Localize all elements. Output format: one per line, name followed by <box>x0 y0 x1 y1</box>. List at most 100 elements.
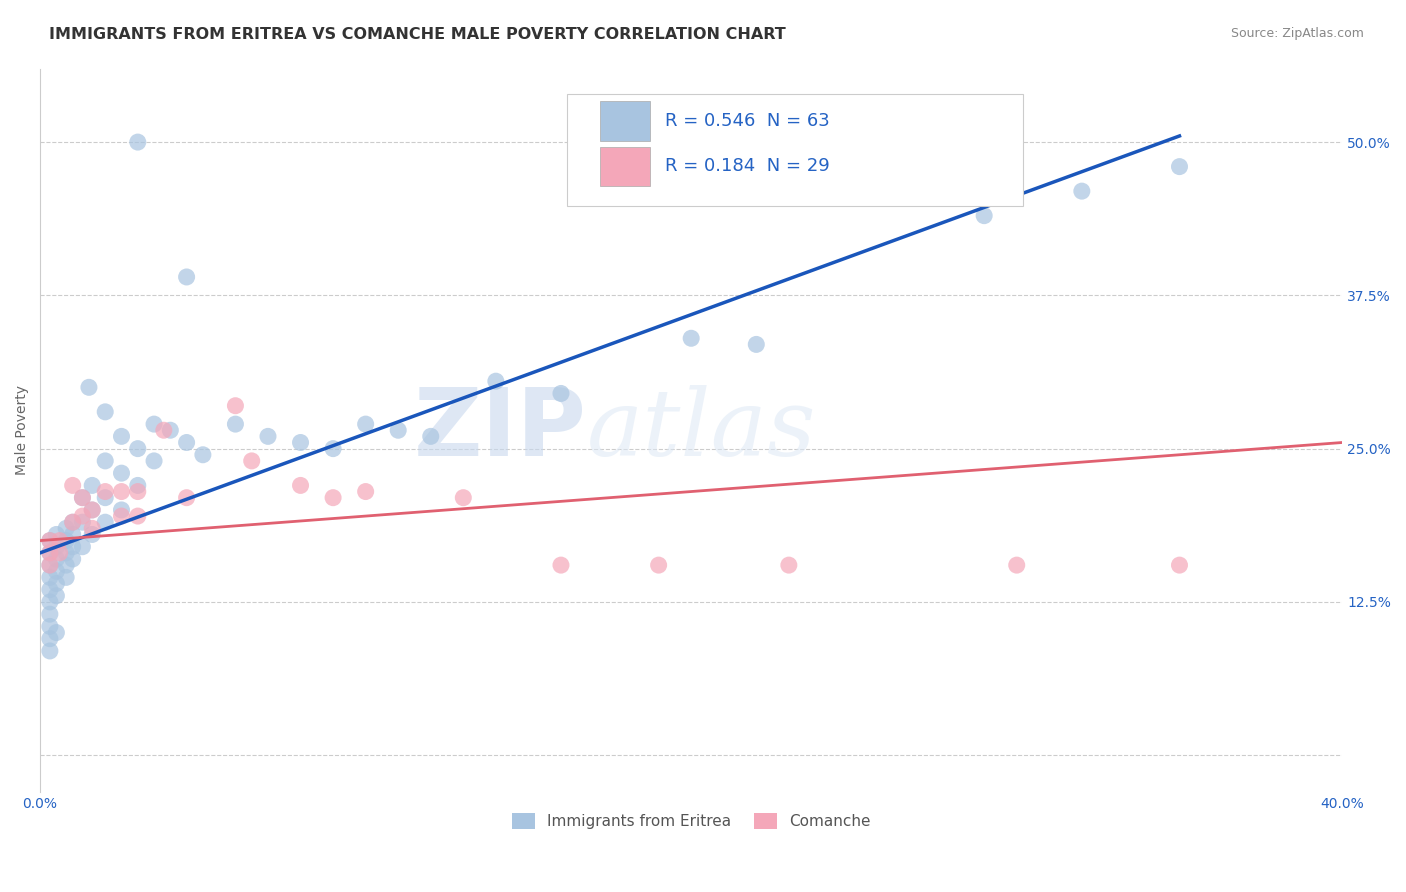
Text: Source: ZipAtlas.com: Source: ZipAtlas.com <box>1230 27 1364 40</box>
Point <box>290 435 312 450</box>
Point <box>45 552 67 566</box>
Point <box>419 429 441 443</box>
Point <box>176 270 198 285</box>
Point <box>973 209 995 223</box>
Point <box>45 564 67 578</box>
Point <box>94 515 117 529</box>
Point <box>62 527 84 541</box>
Point <box>322 442 344 456</box>
Point <box>82 503 104 517</box>
Point <box>48 546 70 560</box>
Point <box>176 435 198 450</box>
Point <box>55 521 77 535</box>
Point <box>55 546 77 560</box>
Point <box>1070 184 1092 198</box>
Point <box>127 442 149 456</box>
Text: R = 0.184  N = 29: R = 0.184 N = 29 <box>665 157 830 175</box>
Point <box>48 533 70 548</box>
Point <box>110 509 132 524</box>
Point <box>38 582 60 597</box>
Point <box>38 558 60 573</box>
Point <box>45 589 67 603</box>
Point <box>224 417 246 431</box>
Point <box>550 558 572 573</box>
Bar <box>600 146 650 186</box>
Point <box>82 527 104 541</box>
Point <box>110 484 132 499</box>
Point <box>38 533 60 548</box>
Point <box>45 540 67 554</box>
Point <box>72 509 94 524</box>
Point <box>1005 558 1028 573</box>
Point <box>72 515 94 529</box>
Legend: Immigrants from Eritrea, Comanche: Immigrants from Eritrea, Comanche <box>506 806 877 835</box>
Point <box>143 454 166 468</box>
Y-axis label: Male Poverty: Male Poverty <box>15 385 30 475</box>
Point <box>127 478 149 492</box>
Point <box>72 491 94 505</box>
Text: R = 0.546  N = 63: R = 0.546 N = 63 <box>665 112 830 129</box>
Point <box>38 632 60 646</box>
Text: ZIP: ZIP <box>415 384 588 476</box>
Point <box>127 135 149 149</box>
Point <box>153 423 176 437</box>
Point <box>110 429 132 443</box>
Point <box>45 625 67 640</box>
Point <box>38 570 60 584</box>
Point <box>62 540 84 554</box>
Point <box>62 515 84 529</box>
Point <box>38 644 60 658</box>
Point <box>38 558 60 573</box>
FancyBboxPatch shape <box>568 94 1024 206</box>
Point <box>38 546 60 560</box>
Point <box>77 380 100 394</box>
Point <box>82 521 104 535</box>
Point <box>550 386 572 401</box>
Point <box>354 484 377 499</box>
Point <box>38 595 60 609</box>
Point <box>82 478 104 492</box>
Point <box>82 503 104 517</box>
Point <box>191 448 214 462</box>
Point <box>45 527 67 541</box>
Point <box>62 478 84 492</box>
Point <box>55 533 77 548</box>
Point <box>647 558 669 573</box>
Point <box>681 331 703 345</box>
Point <box>55 570 77 584</box>
Point <box>240 454 263 468</box>
Point <box>453 491 475 505</box>
Text: IMMIGRANTS FROM ERITREA VS COMANCHE MALE POVERTY CORRELATION CHART: IMMIGRANTS FROM ERITREA VS COMANCHE MALE… <box>49 27 786 42</box>
Point <box>176 491 198 505</box>
Point <box>127 509 149 524</box>
Point <box>94 405 117 419</box>
Point <box>94 454 117 468</box>
Point <box>110 466 132 480</box>
Point <box>143 417 166 431</box>
Point <box>224 399 246 413</box>
Point <box>1168 558 1191 573</box>
Point <box>55 558 77 573</box>
Point <box>110 503 132 517</box>
Point <box>72 540 94 554</box>
Point <box>322 491 344 505</box>
Point <box>45 576 67 591</box>
Point <box>38 619 60 633</box>
Point <box>354 417 377 431</box>
Point <box>290 478 312 492</box>
Point <box>257 429 280 443</box>
Point <box>94 484 117 499</box>
Point <box>485 374 508 388</box>
Point <box>62 552 84 566</box>
Point <box>127 484 149 499</box>
Point <box>38 607 60 622</box>
Point <box>72 491 94 505</box>
Point <box>62 515 84 529</box>
Bar <box>600 101 650 141</box>
Point <box>778 558 800 573</box>
Point <box>38 546 60 560</box>
Point <box>387 423 409 437</box>
Text: atlas: atlas <box>588 385 817 475</box>
Point <box>38 533 60 548</box>
Point <box>159 423 181 437</box>
